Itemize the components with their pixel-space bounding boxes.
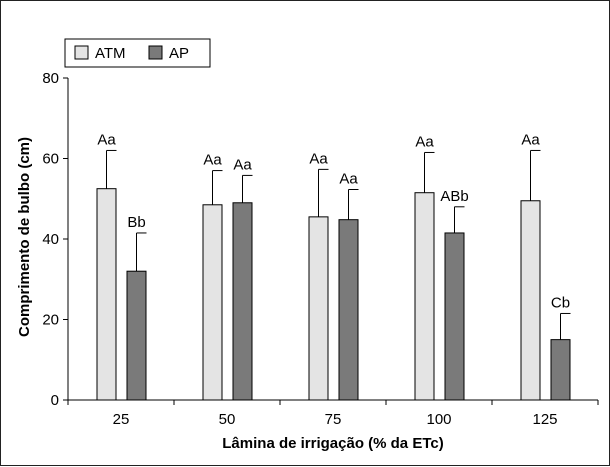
bar-ap xyxy=(444,232,465,401)
legend: ATM AP xyxy=(64,38,211,68)
legend-swatch-ap xyxy=(148,45,163,60)
legend-swatch-atm xyxy=(74,45,89,60)
legend-label-ap: AP xyxy=(169,45,189,62)
bar-atm xyxy=(520,200,541,401)
y-tick-label: 0 xyxy=(51,392,59,409)
x-tick-label: 50 xyxy=(219,411,236,428)
bar-ap xyxy=(338,219,359,401)
bar-atm xyxy=(96,188,117,401)
y-tick-label: 80 xyxy=(42,70,59,87)
significance-letter: Cb xyxy=(551,294,570,311)
y-tick-label: 20 xyxy=(42,312,59,329)
y-axis-title: Comprimento de bulbo (cm) xyxy=(16,137,33,337)
significance-letter: Aa xyxy=(415,133,434,150)
bar-ap xyxy=(126,270,147,401)
y-tick-label: 40 xyxy=(42,231,59,248)
legend-box xyxy=(64,38,211,68)
bar-atm xyxy=(308,216,329,401)
bar-atm xyxy=(202,204,223,401)
significance-letter: Aa xyxy=(339,170,358,187)
significance-letter: Aa xyxy=(309,150,328,167)
bar-atm xyxy=(414,192,435,401)
x-tick-label: 25 xyxy=(113,411,130,428)
bars: Aa Aa Aa Aa Aa Bb Aa Aa ABb Cb xyxy=(96,131,571,401)
x-tick-label: 125 xyxy=(532,411,557,428)
significance-letter: Aa xyxy=(233,156,252,173)
bar-ap xyxy=(232,202,253,401)
bar-ap xyxy=(550,339,571,401)
significance-letter: Aa xyxy=(97,131,116,148)
x-axis-title: Lâmina de irrigação (% da ETc) xyxy=(222,435,443,452)
x-tick-label: 100 xyxy=(426,411,451,428)
significance-letter: ABb xyxy=(440,188,468,205)
significance-letter: Aa xyxy=(521,131,540,148)
legend-label-atm: ATM xyxy=(95,45,126,62)
y-tick-label: 60 xyxy=(42,151,59,168)
axes: 0 20 40 60 80 25 50 75 100 125 xyxy=(42,70,599,428)
significance-letter: Aa xyxy=(203,152,222,169)
x-tick-label: 75 xyxy=(325,411,342,428)
significance-letter: Bb xyxy=(127,214,145,231)
